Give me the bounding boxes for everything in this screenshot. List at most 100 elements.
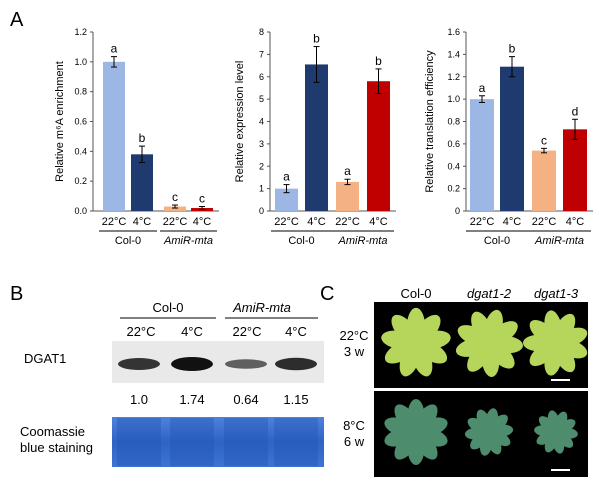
coomassie-lane (170, 418, 214, 466)
bar (305, 64, 328, 211)
significance-letter: c (541, 133, 547, 147)
y-tick-label: 0.0 (74, 206, 87, 216)
significance-letter: b (509, 42, 516, 56)
leaf (471, 311, 493, 344)
y-tick-label: 1.4 (447, 49, 460, 59)
group-label: Col-0 (115, 235, 141, 247)
plant-rosette (523, 310, 588, 376)
significance-letter: a (479, 81, 486, 95)
row1-temp: 22°C (339, 328, 368, 343)
row2-temp: 8°C (343, 418, 365, 433)
rosette-center (484, 427, 494, 437)
x-tick-label: 22°C (274, 216, 299, 228)
leaf (476, 409, 492, 433)
x-tick-label: 4°C (503, 216, 522, 228)
y-tick-label: 8 (259, 27, 264, 37)
y-tick-label: 1.0 (74, 57, 87, 67)
coomassie-lane (224, 418, 268, 466)
plant-rosette (464, 408, 514, 456)
leaf (547, 410, 560, 433)
blot-row-label: DGAT1 (24, 351, 66, 366)
x-tick-label: 22°C (102, 216, 127, 228)
blot-group-amir: AmiR-mta (232, 300, 291, 315)
blot-value-2: 1.74 (179, 392, 204, 407)
panel-label-a: A (10, 9, 24, 31)
genotype-label-2: dgat1-2 (467, 286, 512, 301)
bar (103, 61, 125, 212)
stain-label-line1: Coomassie (20, 424, 85, 439)
significance-letter: a (283, 170, 290, 184)
chart-m6a-enrichment: 0.0 0.2 0.4 0.6 0.8 1.0 1.2 Relative m⁶A enrich… (54, 27, 219, 247)
blot-band (118, 358, 160, 370)
significance-letter: d (572, 104, 579, 118)
rosette-center (549, 336, 563, 350)
leaf (544, 310, 562, 344)
y-tick-label: 0.2 (447, 184, 460, 194)
panel-label-c: C (320, 283, 334, 305)
y-tick-label: 2 (259, 161, 264, 171)
y-tick-label: 1.2 (447, 72, 460, 82)
significance-letter: b (139, 131, 146, 145)
blot-band (275, 357, 317, 371)
plant-rosette (455, 309, 523, 377)
coomassie-lane (274, 418, 318, 466)
group-label: AmiR-mta (338, 235, 388, 247)
group-label: AmiR-mta (534, 235, 584, 247)
y-tick-label: 0.6 (447, 139, 460, 149)
y-tick-label: 0.4 (74, 146, 87, 156)
blot-temp-4: 4°C (285, 324, 307, 339)
x-tick-label: 22°C (532, 216, 557, 228)
y-tick-label: 4 (259, 117, 264, 127)
x-tick-label: 4°C (307, 216, 326, 228)
rosette-center (482, 336, 496, 350)
row2-time: 6 w (344, 434, 365, 449)
rosette-center (408, 335, 424, 351)
leaf (391, 314, 418, 345)
x-tick-label: 22°C (163, 216, 188, 228)
x-tick-label: 22°C (470, 216, 495, 228)
y-axis-title: Relative m⁶A enrichment (54, 61, 66, 182)
significance-letter: a (111, 42, 118, 56)
plant-rosette (384, 399, 448, 465)
genotype-label-1: Col-0 (400, 286, 431, 301)
bar (336, 181, 359, 211)
coomassie-lane (117, 418, 161, 466)
y-tick-label: 1.6 (447, 27, 460, 37)
x-tick-label: 4°C (193, 216, 212, 228)
significance-letter: c (199, 192, 205, 206)
blot-band (225, 359, 267, 369)
y-tick-label: 0.8 (74, 87, 87, 97)
leaf (394, 404, 419, 433)
bar (470, 99, 494, 211)
group-label: AmiR-mta (163, 235, 213, 247)
significance-letter: b (313, 32, 320, 46)
y-tick-label: 6 (259, 72, 264, 82)
bar (131, 154, 153, 211)
x-tick-label: 4°C (369, 216, 388, 228)
y-tick-label: 0.2 (74, 176, 87, 186)
plant-photo-panel: Col-0 dgat1-2 dgat1-3 22°C 3 w 8°C 6 w (339, 286, 588, 477)
coomassie-gel (112, 417, 324, 467)
significance-letter: b (375, 54, 382, 68)
panel-label-b: B (10, 283, 23, 305)
bar (164, 206, 186, 211)
western-blot-panel: Col-0 AmiR-mta 22°C 4°C 22°C 4°C DGAT1 1… (20, 300, 324, 467)
x-tick-label: 4°C (133, 216, 152, 228)
blot-temp-3: 22°C (232, 324, 261, 339)
group-label: Col-0 (288, 235, 314, 247)
blot-value-1: 1.0 (130, 392, 148, 407)
blot-temp-1: 22°C (126, 324, 155, 339)
y-tick-label: 0.6 (74, 117, 87, 127)
y-tick-label: 0 (455, 206, 460, 216)
chart-translation-efficiency: 0 0.2 0.4 0.6 0.8 1.0 1.2 1.4 1.6 Relative transl… (424, 27, 593, 247)
significance-letter: a (344, 164, 351, 178)
blot-group-col0: Col-0 (152, 300, 183, 315)
y-axis-title: Relative translation efficiency (424, 50, 436, 193)
row1-time: 3 w (344, 344, 365, 359)
y-tick-label: 7 (259, 49, 264, 59)
plant-rosette (534, 410, 578, 454)
plant-rosette (381, 307, 451, 377)
y-tick-label: 0.8 (447, 117, 460, 127)
plant-rosettes (381, 307, 588, 465)
